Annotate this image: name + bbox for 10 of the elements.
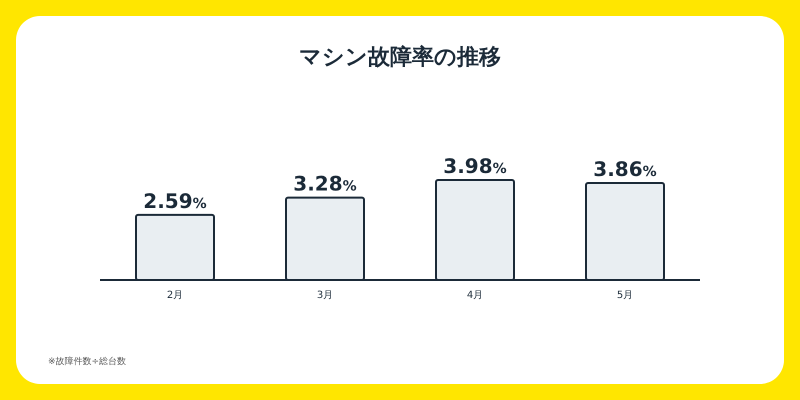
data-label: 3.28% (293, 172, 357, 196)
x-tick-label: 4月 (466, 290, 484, 301)
chart-title: マシン故障率の推移 (299, 44, 501, 70)
data-label: 3.86% (593, 157, 657, 182)
data-label: 2.59% (143, 188, 207, 213)
data-label: 3.98% (443, 154, 507, 178)
text: ※故障件数÷総台数 (48, 356, 126, 367)
x-tick-label: 3月 (316, 290, 334, 301)
x-tick-label: 5月 (616, 290, 634, 301)
x-tick-label: 2月 (166, 290, 184, 301)
